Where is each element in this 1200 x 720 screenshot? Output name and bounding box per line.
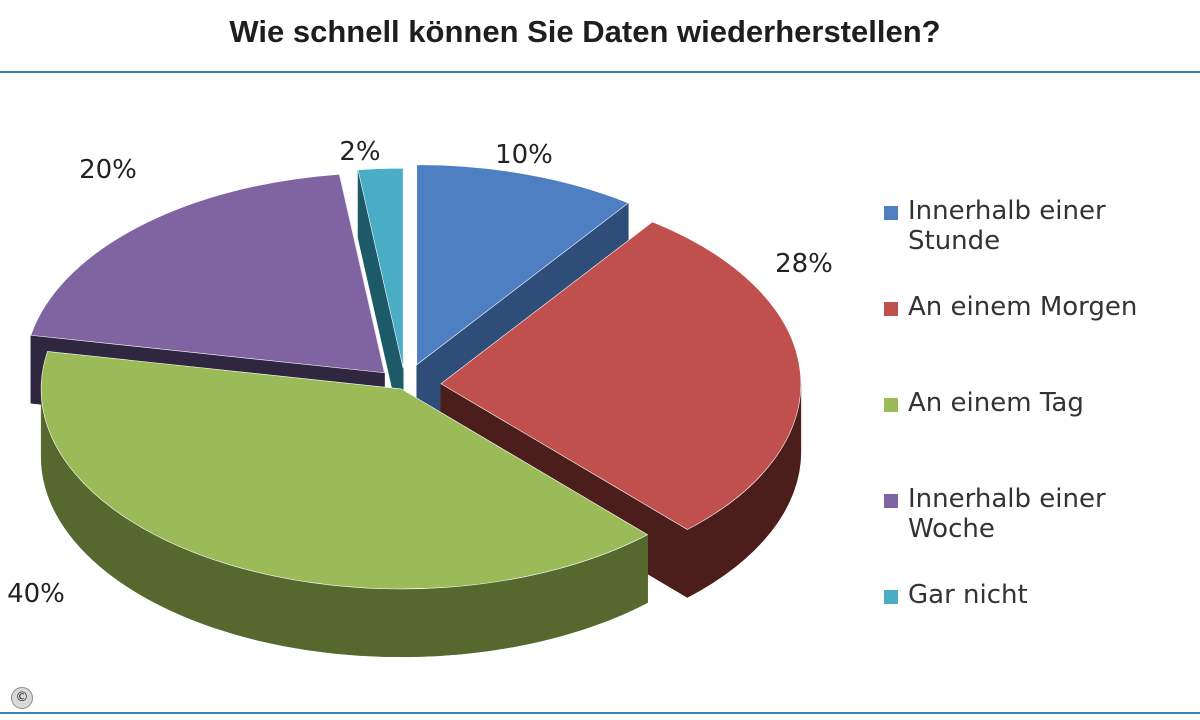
data-label: 40%	[7, 579, 65, 609]
pie-slice	[357, 167, 404, 369]
legend-item: An einem Tag	[884, 388, 1200, 484]
legend-swatch	[884, 206, 898, 220]
legend-label: Gar nicht	[908, 580, 1028, 610]
pie-tops	[30, 164, 802, 590]
pie-slice	[416, 164, 629, 366]
pie-slice	[30, 174, 385, 374]
bottom-divider	[0, 712, 1200, 714]
legend-swatch	[884, 302, 898, 316]
data-label: 28%	[775, 249, 833, 279]
legend-swatch	[884, 590, 898, 604]
data-label: 2%	[339, 137, 380, 167]
copyright-icon: ©	[11, 687, 33, 709]
legend-item: An einem Morgen	[884, 292, 1200, 388]
legend-item: Innerhalb einer Woche	[884, 484, 1200, 580]
legend-label: An einem Tag	[908, 388, 1084, 418]
data-label: 20%	[79, 155, 137, 185]
data-label: 10%	[495, 140, 553, 170]
pie-slice	[440, 221, 802, 530]
legend-label: Innerhalb einer Woche	[908, 484, 1106, 544]
legend-swatch	[884, 398, 898, 412]
legend-label: An einem Morgen	[908, 292, 1138, 322]
legend-label: Innerhalb einer Stunde	[908, 196, 1106, 256]
legend-item: Innerhalb einer Stunde	[884, 196, 1200, 292]
chart-title: Wie schnell können Sie Daten wiederherst…	[229, 14, 941, 49]
pie-labels: 10% 28% 40% 20% 2%	[7, 137, 833, 609]
legend-swatch	[884, 494, 898, 508]
legend-item: Gar nicht	[884, 580, 1200, 676]
legend: Innerhalb einer Stunde An einem Morgen A…	[884, 196, 1200, 676]
pie-slice	[40, 351, 649, 590]
top-divider	[0, 71, 1200, 73]
